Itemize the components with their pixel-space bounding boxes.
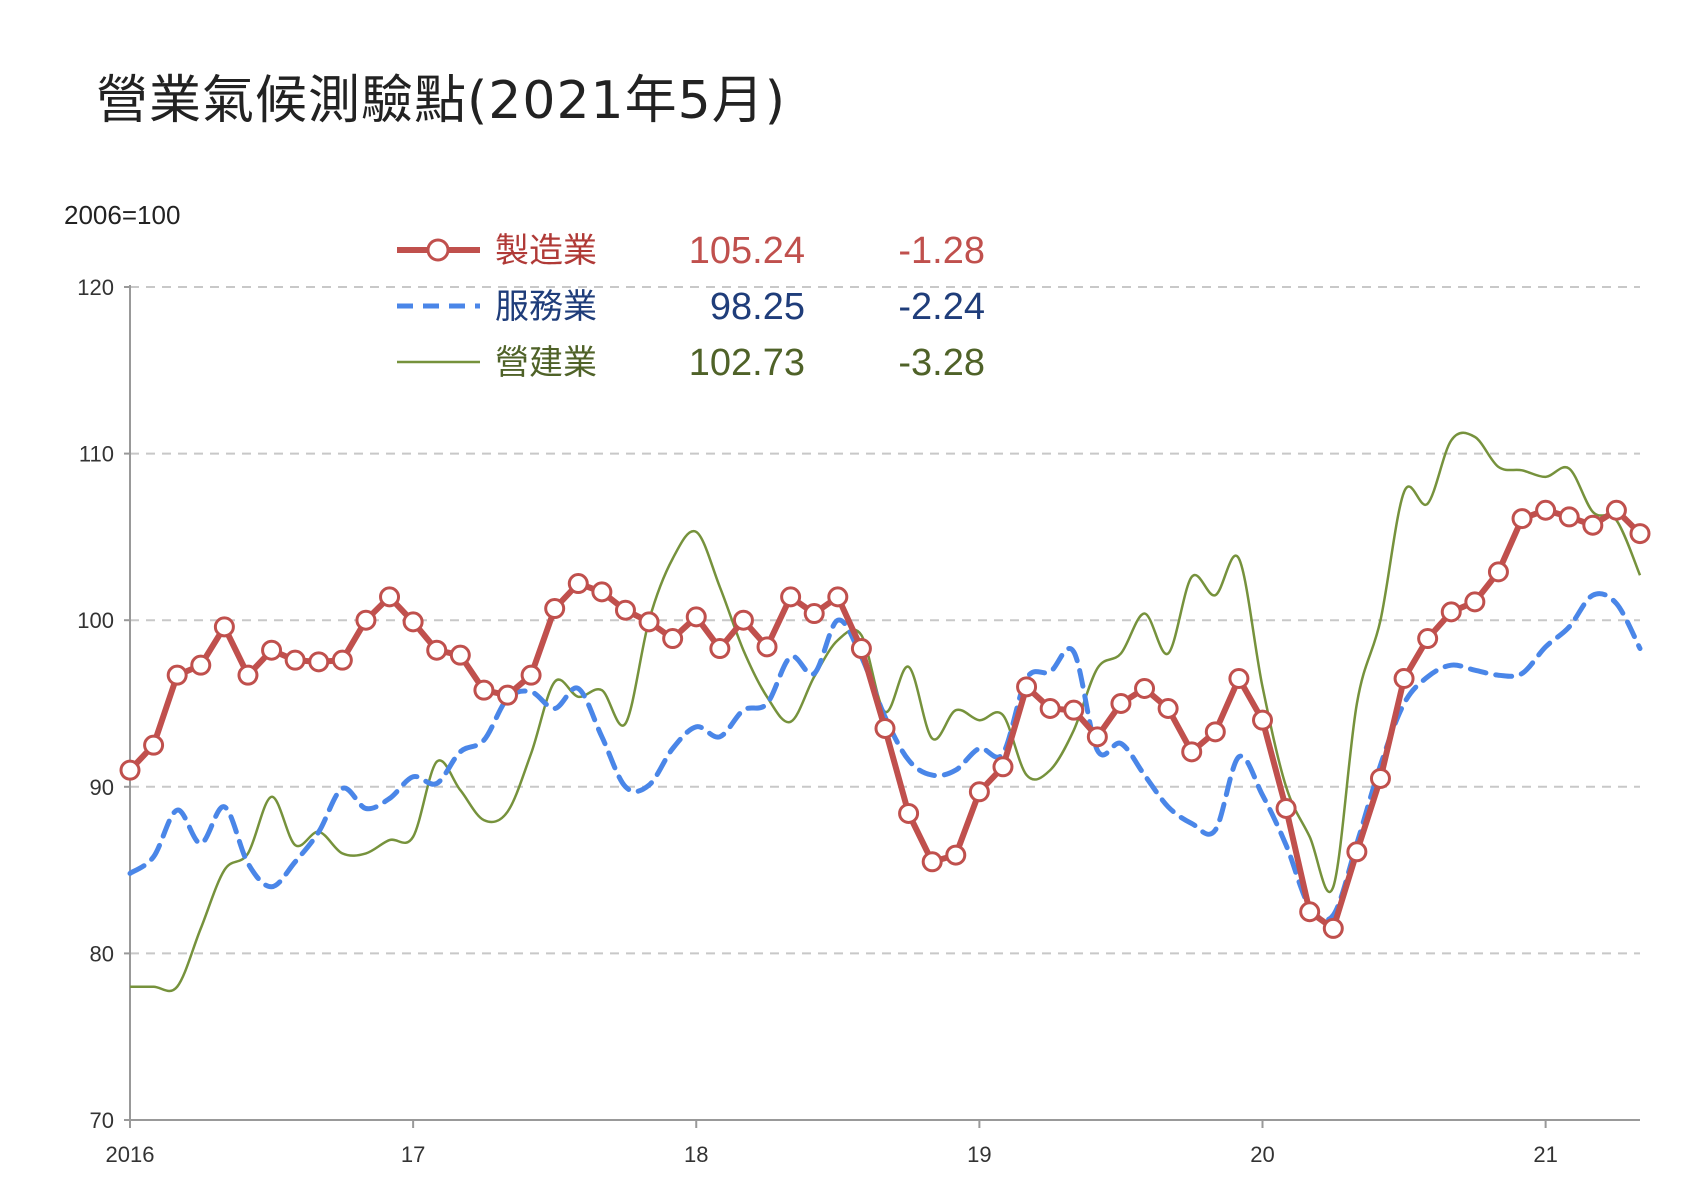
data-point [591,581,613,603]
legend-name: 製造業 [495,231,597,271]
legend-name: 服務業 [495,287,597,327]
legend-latest-value: 98.25 [710,286,805,328]
data-point [355,609,377,631]
x-tick-label: 2016 [106,1142,155,1167]
data-point [756,636,778,658]
data-point [1605,499,1627,521]
data-point [1417,628,1439,650]
data-point [1063,699,1085,721]
data-point [426,639,448,661]
legend-latest-value: 105.24 [689,230,805,272]
legend-change-value: -3.28 [898,342,985,384]
data-point [1629,523,1651,545]
page-title: 營業氣候測驗點(2021年5月) [96,71,786,131]
legend-item: 服務業 98.25 -2.24 [397,286,985,328]
data-point [898,802,920,824]
y-tick-label: 70 [90,1108,114,1133]
data-point [213,616,235,638]
data-point [638,611,660,633]
data-point [567,573,589,595]
data-point [449,644,471,666]
data-point [497,684,518,706]
data-point [992,756,1014,778]
data-point [308,651,330,673]
data-point [1299,901,1321,923]
x-tick-label: 18 [684,1142,708,1167]
data-point [1252,709,1273,731]
legend-item: 製造業 105.24 -1.28 [397,230,985,272]
data-point [1086,726,1108,748]
data-point [1181,741,1203,763]
data-point [119,759,141,781]
data-point [1346,841,1368,863]
data-point [709,638,731,660]
data-point [1204,721,1226,743]
data-point [1369,767,1391,789]
data-point [685,606,707,628]
data-point [1487,561,1509,583]
data-point [1558,506,1580,528]
data-point [544,598,566,620]
data-point [1016,676,1038,698]
legend-change-value: -1.28 [898,230,985,272]
axes: 70 80 90 100 110 120 2016 17 18 19 20 21 [77,275,1640,1167]
data-point [237,664,259,686]
y-tick-label: 110 [79,442,114,467]
data-point [1275,797,1297,819]
data-point [284,649,306,671]
data-point [1440,601,1462,623]
data-point [1582,514,1604,536]
legend-marker [426,238,450,262]
data-point [166,664,188,686]
legend-change-value: -2.24 [898,286,985,328]
data-point [662,628,684,650]
data-point [379,586,401,608]
legend-name: 營建業 [495,343,597,383]
x-tick-label: 20 [1250,1142,1274,1167]
data-point [190,654,212,676]
data-point [1464,591,1486,613]
y-tick-label: 120 [77,275,114,300]
data-point [1228,668,1250,690]
data-point [1511,508,1533,530]
data-point [261,639,283,661]
legend-item: 營建業 102.73 -3.28 [397,342,985,384]
y-tick-label: 100 [77,608,114,633]
data-point [850,638,872,660]
data-point [968,781,990,803]
data-point [1157,697,1179,719]
gridlines [130,286,1640,955]
data-point [921,851,943,873]
data-point [1134,678,1156,700]
data-point [827,586,849,608]
data-point [874,717,896,739]
data-point [143,734,165,756]
y-tick-label: 90 [90,775,114,800]
data-point [945,844,967,866]
data-point [1039,697,1061,719]
data-point [473,679,495,701]
legend-latest-value: 102.73 [689,342,805,384]
series-layer [119,431,1651,993]
y-tick-label: 80 [90,941,114,966]
series-line-services [127,591,1643,923]
data-point [1535,499,1557,521]
x-tick-label: 17 [401,1142,425,1167]
x-tick-label: 19 [967,1142,991,1167]
series-line-construction [130,431,1642,993]
data-point [402,611,424,633]
data-point [520,664,542,686]
legend: 製造業 105.24 -1.28 服務業 98.25 -2.24 營建業 102.73 -3.2… [397,230,985,384]
data-point [1393,668,1415,690]
data-point [803,603,825,625]
data-point [1110,693,1132,714]
data-point [732,609,754,631]
data-point [1322,917,1344,939]
data-point [780,586,802,608]
x-tick-label: 21 [1533,1142,1557,1167]
data-point [331,649,353,671]
data-point [614,599,636,621]
unit-label: 2006=100 [64,200,180,230]
